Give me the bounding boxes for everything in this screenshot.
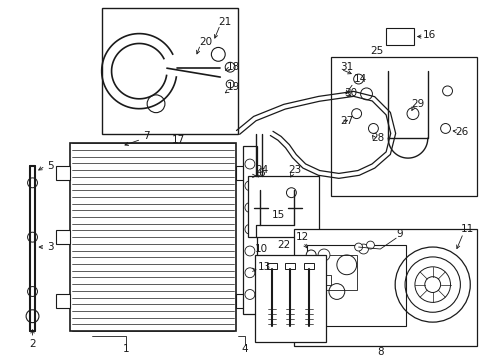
- Bar: [303, 263, 314, 269]
- Circle shape: [252, 220, 262, 230]
- Circle shape: [318, 249, 329, 261]
- Text: 1: 1: [123, 344, 129, 354]
- Text: 26: 26: [454, 127, 467, 137]
- Text: 12: 12: [295, 232, 308, 242]
- Text: 28: 28: [371, 134, 384, 144]
- Text: 9: 9: [396, 229, 403, 239]
- Text: 2: 2: [29, 339, 36, 349]
- Circle shape: [147, 95, 165, 113]
- Circle shape: [244, 224, 254, 234]
- Bar: [266, 263, 276, 269]
- Text: 20: 20: [198, 36, 212, 46]
- Bar: [236, 166, 249, 180]
- Bar: [294, 229, 476, 346]
- Bar: [254, 255, 325, 342]
- Text: 25: 25: [369, 46, 382, 56]
- Text: 14: 14: [353, 74, 366, 84]
- Circle shape: [353, 74, 363, 84]
- Text: 23: 23: [287, 165, 301, 175]
- Circle shape: [226, 80, 234, 88]
- Text: 19: 19: [226, 82, 239, 92]
- Bar: [247, 176, 318, 237]
- Bar: [285, 263, 295, 269]
- Bar: [320, 275, 330, 285]
- Text: 8: 8: [376, 347, 383, 357]
- Circle shape: [360, 88, 372, 100]
- Circle shape: [244, 268, 254, 278]
- Text: 3: 3: [47, 242, 54, 252]
- Bar: [56, 295, 70, 308]
- Text: 10: 10: [254, 244, 268, 254]
- Text: 22: 22: [276, 240, 289, 250]
- Text: 24: 24: [255, 165, 268, 175]
- Circle shape: [368, 124, 378, 134]
- Circle shape: [244, 159, 254, 169]
- Text: 6: 6: [257, 168, 264, 178]
- Circle shape: [28, 232, 37, 242]
- Circle shape: [244, 290, 254, 300]
- Text: 4: 4: [241, 344, 248, 354]
- Circle shape: [252, 211, 262, 220]
- Circle shape: [406, 108, 418, 120]
- Text: 17: 17: [172, 135, 185, 145]
- Circle shape: [211, 47, 225, 61]
- Circle shape: [354, 243, 362, 251]
- Circle shape: [366, 241, 374, 249]
- Bar: [242, 146, 257, 314]
- Bar: [56, 166, 70, 180]
- Bar: [236, 295, 249, 308]
- Circle shape: [442, 86, 452, 96]
- Circle shape: [244, 181, 254, 191]
- Text: 7: 7: [143, 131, 149, 141]
- Text: 15: 15: [271, 210, 284, 220]
- Text: 13: 13: [257, 262, 271, 272]
- Text: 18: 18: [226, 62, 239, 72]
- Circle shape: [305, 250, 316, 260]
- Circle shape: [28, 178, 37, 188]
- Text: 31: 31: [339, 62, 353, 72]
- Text: 11: 11: [460, 224, 473, 234]
- Bar: [56, 230, 70, 244]
- Bar: [385, 28, 413, 45]
- Circle shape: [225, 62, 235, 72]
- Circle shape: [26, 310, 39, 323]
- Circle shape: [28, 287, 37, 296]
- Bar: [306, 245, 405, 326]
- Circle shape: [244, 246, 254, 256]
- Circle shape: [351, 109, 361, 119]
- Text: 29: 29: [410, 99, 424, 109]
- Bar: [102, 8, 238, 134]
- Text: 5: 5: [47, 161, 54, 171]
- Circle shape: [244, 202, 254, 212]
- Bar: [330, 57, 476, 196]
- Text: 27: 27: [339, 116, 353, 126]
- Bar: [70, 143, 236, 331]
- Text: 21: 21: [218, 17, 231, 27]
- Text: 30: 30: [344, 88, 357, 98]
- Bar: [317, 255, 356, 290]
- Circle shape: [440, 124, 450, 134]
- Text: 16: 16: [422, 30, 436, 40]
- Circle shape: [358, 244, 368, 254]
- Circle shape: [286, 188, 296, 198]
